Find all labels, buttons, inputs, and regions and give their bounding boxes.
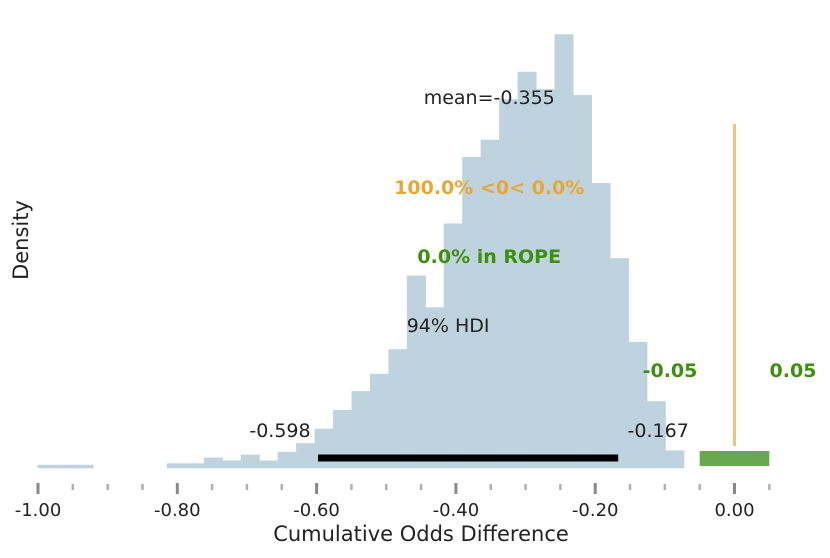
histogram-bar [591,183,611,469]
histogram-bar [517,71,537,469]
hdi-label: 94% HDI [407,315,490,337]
x-tick-label: -1.00 [15,500,62,521]
x-axis: -1.00 -0.80 -0.60 -0.40 -0.20 0.00 [15,483,771,521]
histogram-bar [499,99,519,469]
histogram-bar [296,443,316,469]
x-tick-label: 0.00 [714,500,754,521]
histogram-bar [259,460,279,469]
histogram-bar [462,157,482,469]
histogram-bar [74,464,94,469]
histogram-bars [37,34,685,469]
histogram-bar [37,464,57,469]
histogram-bar [665,450,685,469]
histogram-bar [240,454,260,469]
x-tick-label: -0.80 [154,500,201,521]
x-axis-label: Cumulative Odds Difference [273,522,569,546]
hdi-high-label: -0.167 [628,420,689,442]
y-axis-label: Density [9,200,33,280]
histogram-bar [609,258,629,469]
histogram-bar [314,428,334,469]
histogram-bar [406,275,426,469]
histogram-bar [203,457,223,469]
hdi-low-label: -0.598 [249,420,310,442]
histogram-bar [222,460,242,469]
histogram-bar [572,94,593,469]
rope-bar [699,451,770,466]
histogram-bar [56,464,76,469]
rope-low-label: -0.05 [643,360,698,382]
rope-high-label: 0.05 [770,360,817,382]
mean-label: mean=-0.355 [424,87,555,109]
x-tick-label: -0.60 [293,500,340,521]
histogram-bar [536,89,556,469]
x-tick-label: -0.40 [433,500,480,521]
histogram-bar [166,463,186,469]
histogram-bar [388,349,408,469]
rope-label: 0.0% in ROPE [417,246,561,268]
reference-label: 100.0% <0< 0.0% [394,177,584,199]
histogram-bar [646,401,666,469]
histogram-bar [369,373,389,469]
histogram-bar [277,451,297,469]
histogram-bar [185,463,205,469]
x-tick-label: -0.20 [572,500,619,521]
